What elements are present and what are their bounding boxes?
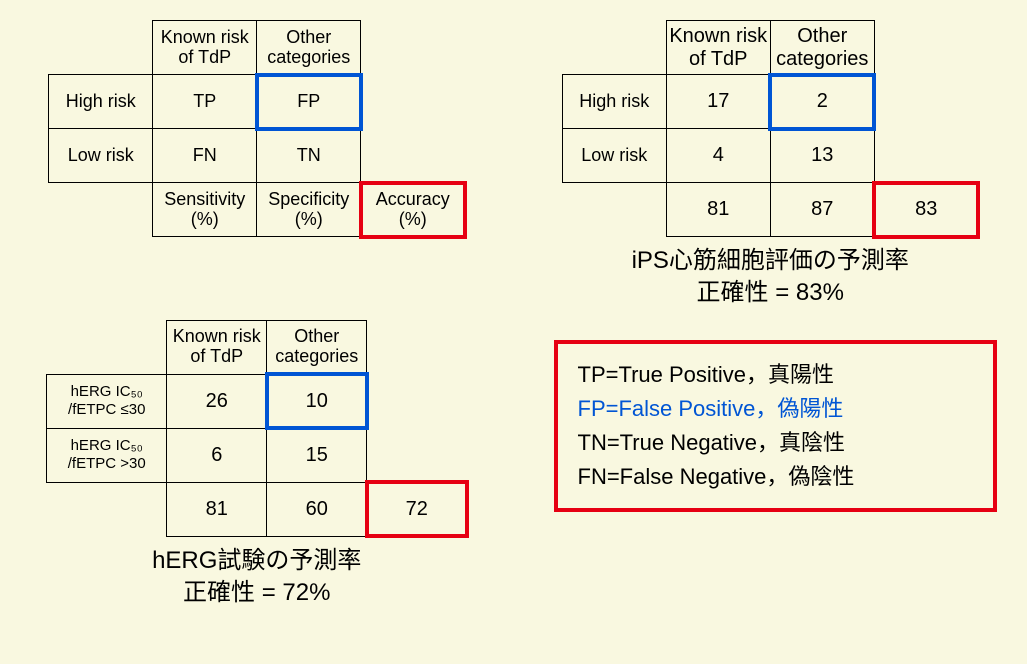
caption-herg: hERG試験の予測率 正確性 = 72% <box>152 545 361 610</box>
metric-accuracy: 72 <box>367 482 467 536</box>
cell-value: 4 <box>666 129 770 183</box>
cell-value: 17 <box>666 75 770 129</box>
cell-value: 10 <box>267 374 367 428</box>
table-definitions: Known risk of TdP Other categories High … <box>48 20 465 237</box>
metric-sensitivity: 81 <box>666 183 770 237</box>
legend-fp: FP=False Positive，偽陽性 <box>578 392 974 426</box>
cell-value: 13 <box>770 129 874 183</box>
colhead-known-risk: Known risk of TdP <box>153 21 257 75</box>
cell-value: 2 <box>770 75 874 129</box>
legend-tn: TN=True Negative，真陰性 <box>578 426 974 460</box>
legend-fn: FN=False Negative，偽陰性 <box>578 460 974 494</box>
table-ips: Known risk of TdP Other categories High … <box>562 20 979 237</box>
panel-definitions: Known risk of TdP Other categories High … <box>30 20 484 310</box>
cell-value: 6 <box>167 428 267 482</box>
metric-accuracy: Accuracy (%) <box>361 183 465 237</box>
caption-line1: iPS心筋細胞評価の予測率 <box>632 247 909 274</box>
rowlabel-ic50-gt30: hERG IC₅₀ /fETPC >30 <box>47 428 167 482</box>
rowlabel-low-risk: Low risk <box>562 129 666 183</box>
rowlabel-high-risk: High risk <box>49 75 153 129</box>
caption-line2: 正確性 = 72% <box>183 579 330 606</box>
metric-sensitivity: 81 <box>167 482 267 536</box>
cell-value: 26 <box>167 374 267 428</box>
colhead-known-risk: Known risk of TdP <box>666 21 770 75</box>
rowlabel-high-risk: High risk <box>562 75 666 129</box>
cell-value: 15 <box>267 428 367 482</box>
colhead-other: Other categories <box>257 21 361 75</box>
colhead-known-risk: Known risk of TdP <box>167 320 267 374</box>
colhead-other: Other categories <box>267 320 367 374</box>
cell-fp: FP <box>257 75 361 129</box>
metric-specificity: 60 <box>267 482 367 536</box>
metric-specificity: Specificity (%) <box>257 183 361 237</box>
cell-tp: TP <box>153 75 257 129</box>
caption-line2: 正確性 = 83% <box>697 279 844 306</box>
caption-ips: iPS心筋細胞評価の予測率 正確性 = 83% <box>632 245 909 310</box>
metric-accuracy: 83 <box>874 183 978 237</box>
panel-herg: Known risk of TdP Other categories hERG … <box>30 320 484 610</box>
metric-specificity: 87 <box>770 183 874 237</box>
panel-ips: Known risk of TdP Other categories High … <box>544 20 998 310</box>
legend-box: TP=True Positive，真陽性 FP=False Positive，偽… <box>554 340 998 512</box>
legend-tp: TP=True Positive，真陽性 <box>578 358 974 392</box>
colhead-other: Other categories <box>770 21 874 75</box>
table-herg: Known risk of TdP Other categories hERG … <box>46 320 467 537</box>
cell-tn: TN <box>257 129 361 183</box>
caption-line1: hERG試験の予測率 <box>152 547 361 574</box>
rowlabel-low-risk: Low risk <box>49 129 153 183</box>
rowlabel-ic50-le30: hERG IC₅₀ /fETPC ≤30 <box>47 374 167 428</box>
cell-fn: FN <box>153 129 257 183</box>
metric-sensitivity: Sensitivity (%) <box>153 183 257 237</box>
